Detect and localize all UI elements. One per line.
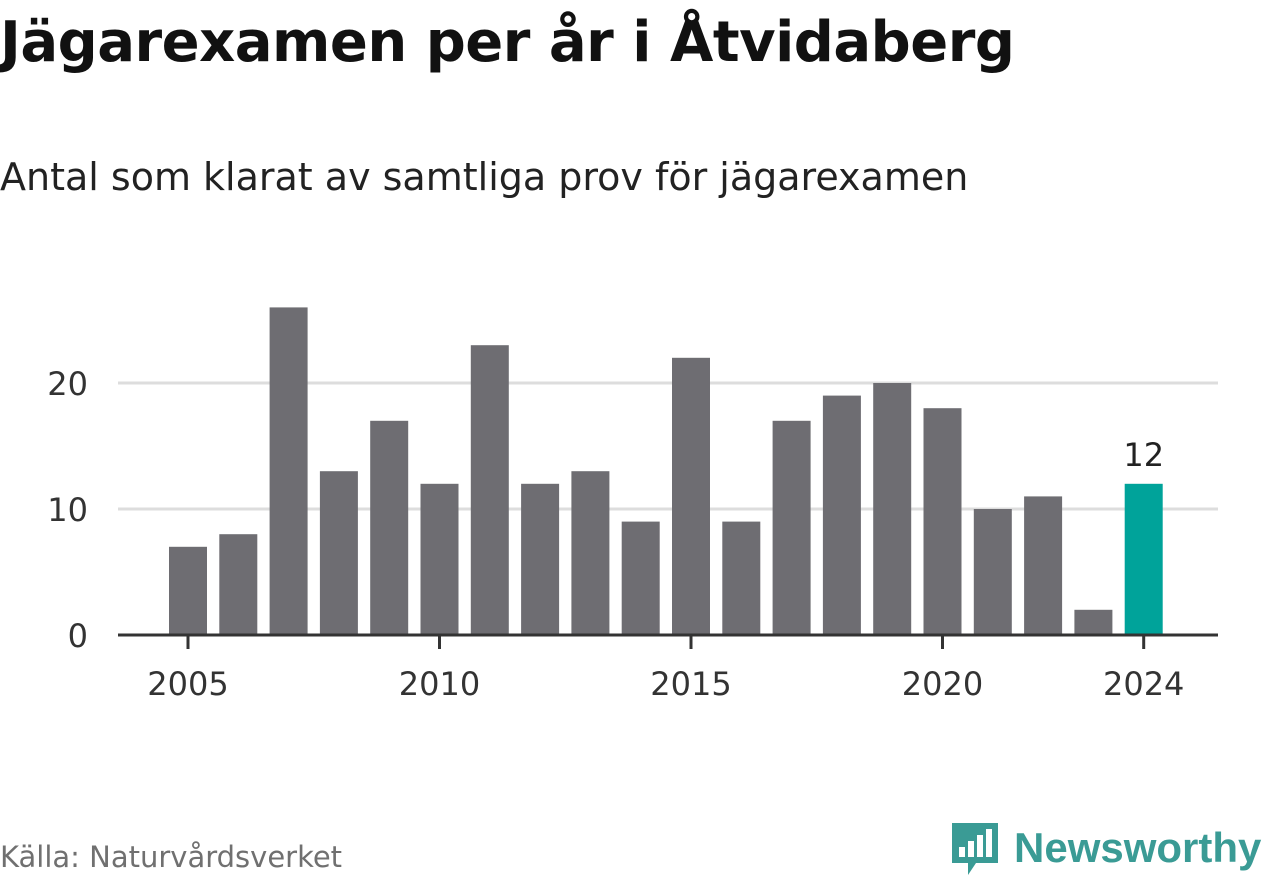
bar bbox=[319, 471, 358, 635]
brand-name: Newsworthy bbox=[1014, 824, 1262, 871]
newsworthy-icon bbox=[952, 823, 998, 875]
bar bbox=[973, 509, 1012, 635]
x-tick-label: 2020 bbox=[902, 665, 983, 703]
x-tick-label: 2024 bbox=[1103, 665, 1184, 703]
bar bbox=[470, 345, 509, 635]
data-label: 12 bbox=[1123, 436, 1164, 474]
axes bbox=[118, 633, 1218, 649]
bar bbox=[521, 483, 560, 635]
y-tick-label: 0 bbox=[68, 617, 88, 655]
x-tick-label: 2005 bbox=[147, 665, 228, 703]
x-tick-label: 2010 bbox=[399, 665, 480, 703]
y-tick-label: 20 bbox=[47, 365, 88, 403]
bar bbox=[873, 383, 912, 635]
bar bbox=[621, 521, 660, 635]
bar bbox=[822, 395, 861, 635]
bar bbox=[1074, 609, 1113, 635]
bar bbox=[370, 420, 409, 635]
bars bbox=[169, 307, 1163, 635]
bar bbox=[1024, 496, 1063, 635]
bar bbox=[420, 483, 459, 635]
bar bbox=[269, 307, 308, 635]
bar bbox=[672, 357, 710, 635]
chart-title: Jägarexamen per år i Åtvidaberg bbox=[0, 10, 1015, 75]
y-tick-label: 10 bbox=[47, 491, 88, 529]
bar bbox=[219, 534, 258, 635]
labels: 0 10 20 2005 2010 2015 2020 2024 12 bbox=[47, 365, 1184, 703]
bar bbox=[772, 420, 811, 635]
bar bbox=[923, 408, 962, 635]
bar-highlight bbox=[1124, 483, 1163, 635]
bar bbox=[722, 521, 761, 635]
bar bbox=[571, 471, 610, 635]
newsworthy-logo: Newsworthy bbox=[950, 818, 1261, 878]
x-tick-label: 2015 bbox=[650, 665, 731, 703]
chart-subtitle: Antal som klarat av samtliga prov för jä… bbox=[0, 155, 969, 199]
source-note: Källa: Naturvårdsverket bbox=[0, 840, 343, 874]
bar bbox=[169, 546, 207, 635]
